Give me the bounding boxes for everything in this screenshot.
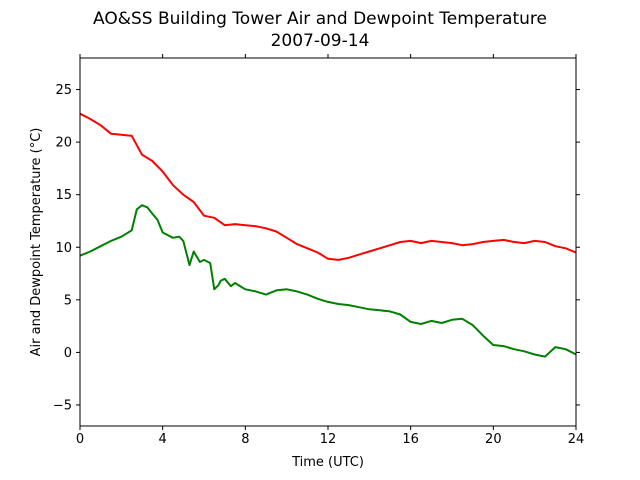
x-axis-label: Time (UTC) — [291, 455, 364, 470]
y-tick-label: 0 — [64, 346, 72, 361]
x-tick-label: 16 — [402, 432, 419, 447]
x-tick-label: 8 — [241, 432, 249, 447]
x-tick-label: 12 — [320, 432, 337, 447]
series-layer — [79, 112, 577, 358]
x-tick-label: 20 — [485, 432, 502, 447]
chart-subtitle: 2007-09-14 — [271, 31, 370, 51]
series-line-1 — [79, 112, 577, 261]
x-tick-label: 0 — [76, 432, 84, 447]
y-tick-label: 25 — [55, 83, 72, 98]
y-tick-label: 15 — [55, 188, 72, 203]
series-line-2 — [79, 204, 577, 358]
x-tick-label: 4 — [159, 432, 167, 447]
plot-frame — [79, 57, 577, 427]
x-tick-label: 24 — [568, 432, 585, 447]
chart-title: AO&SS Building Tower Air and Dewpoint Te… — [93, 9, 547, 29]
y-tick-label: −5 — [53, 398, 72, 413]
y-tick-label: 20 — [55, 136, 72, 151]
tick-layer: 0 4 8 12 16 20 24 −5 0 5 10 15 20 25 — [53, 54, 584, 447]
y-axis-label: Air and Dewpoint Temperature (°C) — [29, 128, 44, 357]
y-tick-label: 10 — [55, 241, 72, 256]
y-tick-label: 5 — [64, 293, 72, 308]
